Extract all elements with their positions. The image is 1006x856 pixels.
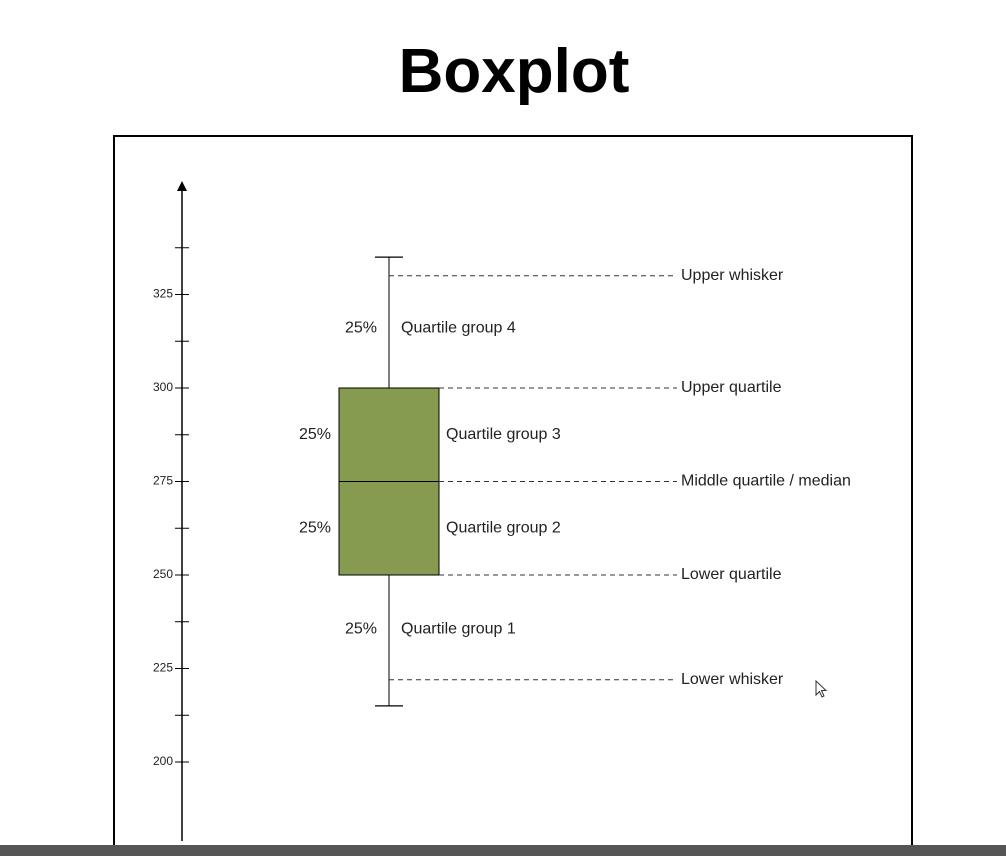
y-tick-label: 325 [153,287,173,301]
annotation-label: Middle quartile / median [681,473,851,490]
quartile-group-label: Quartile group 3 [446,426,561,443]
quartile-group-label: Quartile group 2 [446,519,561,536]
page-title: Boxplot [398,37,630,106]
y-tick-label: 225 [153,661,173,675]
y-tick-label: 250 [153,567,173,581]
diagram-frame: 200 225 250 275 300 325 Upper whisker Upper qua… [113,135,913,855]
annotation-label: Lower quartile [681,566,782,583]
bottom-bar [0,845,1006,856]
y-tick-label: 275 [153,474,173,488]
annotation-label: Upper whisker [681,267,784,284]
quartile-percent: 25% [345,620,377,637]
quartile-percent: 25% [299,426,331,443]
quartile-percent: 25% [345,319,377,336]
y-tick-label: 300 [153,380,173,394]
y-tick-label: 200 [153,754,173,768]
quartile-percent: 25% [299,519,331,536]
mouse-cursor-icon [815,680,828,698]
quartile-group-label: Quartile group 4 [401,319,516,336]
annotation-label: Lower whisker [681,671,784,688]
annotation-label: Upper quartile [681,379,782,396]
quartile-group-label: Quartile group 1 [401,620,516,637]
boxplot-diagram: 200 225 250 275 300 325 Upper whisker Upper qua… [153,181,851,841]
y-axis-arrow-icon [177,181,187,191]
